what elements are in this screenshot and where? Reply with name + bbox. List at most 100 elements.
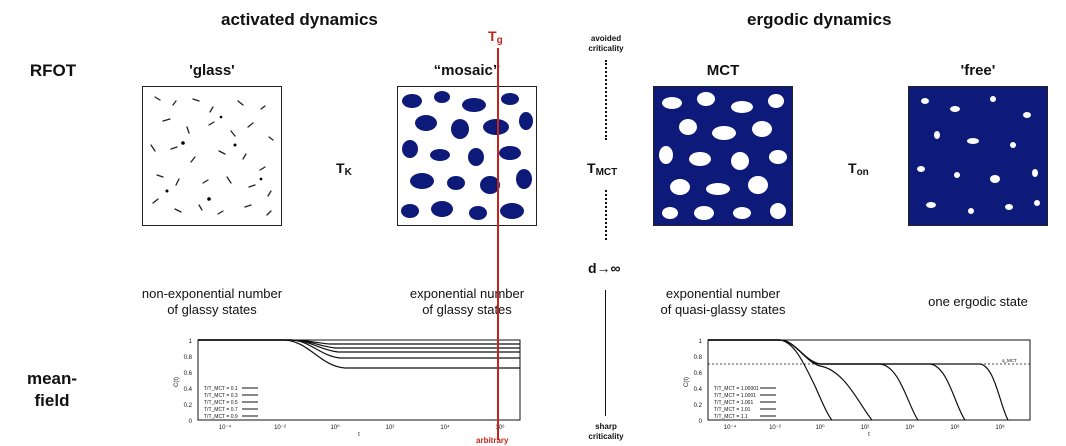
right-curve-5 bbox=[708, 339, 833, 421]
left-xtick-1: 10⁻² bbox=[274, 425, 286, 431]
right-legend-0: T/T_MCT = 1.00001 bbox=[714, 386, 759, 392]
left-legend-4: T/T_MCT = 0.9 bbox=[204, 414, 238, 420]
right-xtick-3: 10² bbox=[861, 425, 870, 431]
d-infinity-label: d→∞ bbox=[588, 260, 621, 276]
sharp-criticality-solid-line bbox=[605, 290, 606, 416]
panel-title-mct: MCT bbox=[706, 62, 740, 79]
left-ytick-3: 0.4 bbox=[184, 387, 193, 393]
mosaic-description-line1: exponential number bbox=[409, 286, 525, 301]
right-ytick-3: 0.4 bbox=[694, 387, 703, 393]
mosaic-description: exponential number of glassy states bbox=[372, 286, 562, 318]
avoided-criticality-dotted-line bbox=[605, 60, 607, 140]
right-ytick-0: 1 bbox=[699, 339, 703, 345]
right-ytick-1: 0.8 bbox=[694, 355, 703, 361]
sharp-line2: criticality bbox=[588, 432, 624, 441]
right-curve-4 bbox=[708, 339, 873, 421]
free-configuration-image bbox=[908, 86, 1048, 226]
tmct-main: T bbox=[587, 160, 596, 176]
left-legend-3: T/T_MCT = 0.7 bbox=[204, 407, 238, 413]
right-legend-4: T/T_MCT = 1.1 bbox=[714, 414, 748, 420]
right-xtick-2: 10⁰ bbox=[815, 424, 825, 431]
left-legend-0: T/T_MCT = 0.1 bbox=[204, 386, 238, 392]
left-ytick-0: 1 bbox=[189, 339, 193, 345]
tg-vertical-line bbox=[497, 48, 499, 440]
left-legend-swatches bbox=[242, 387, 258, 417]
right-xlabel: t bbox=[868, 432, 870, 436]
row-label-rfot: RFOT bbox=[29, 61, 77, 80]
right-xtick-6: 10⁸ bbox=[995, 424, 1005, 431]
glass-description: non-exponential number of glassy states bbox=[117, 286, 307, 318]
panel-title-glass: 'glass' bbox=[189, 62, 235, 79]
right-qmct-label: q_MCT bbox=[1002, 358, 1017, 363]
sharp-line1: sharp bbox=[595, 422, 617, 431]
mosaic-description-line2: of glassy states bbox=[422, 302, 512, 317]
tmct-sub: MCT bbox=[595, 167, 618, 178]
row-label-mean-field: mean- field bbox=[12, 368, 92, 412]
left-curve-1 bbox=[198, 339, 520, 345]
right-ytick-2: 0.6 bbox=[694, 371, 703, 377]
left-legend-2: T/T_MCT = 0.5 bbox=[204, 400, 238, 406]
left-xtick-5: 10⁶ bbox=[495, 424, 505, 431]
avoided-line2: criticality bbox=[588, 44, 624, 53]
mosaic-configuration-image bbox=[397, 86, 537, 226]
free-description-line1: one ergodic state bbox=[928, 294, 1028, 309]
arbitrary-label: arbitrary bbox=[476, 436, 509, 445]
right-legend-3: T/T_MCT = 1.01 bbox=[714, 407, 751, 413]
left-correlation-plot: 1 0.8 0.6 0.4 0.2 0 10⁻⁴ 10⁻² 10⁰ 10² 10… bbox=[174, 339, 521, 436]
row-label-mean-field-line1: mean- bbox=[26, 369, 78, 388]
left-curve-5 bbox=[198, 339, 520, 369]
right-plot-frame bbox=[707, 339, 1031, 421]
tg-label: Tg bbox=[488, 28, 503, 46]
right-ytick-4: 0.2 bbox=[694, 403, 703, 409]
right-xtick-1: 10⁻² bbox=[769, 425, 781, 431]
left-ylabel: C(t) bbox=[174, 377, 180, 387]
left-xtick-0: 10⁻⁴ bbox=[219, 424, 232, 431]
lower-dotted-line bbox=[605, 190, 607, 240]
left-xtick-2: 10⁰ bbox=[330, 424, 340, 431]
mct-configuration-image bbox=[653, 86, 793, 226]
tg-sub: g bbox=[496, 35, 503, 46]
right-legend-2: T/T_MCT = 1.001 bbox=[714, 400, 753, 406]
ton-label: Ton bbox=[848, 160, 869, 178]
left-ytick-1: 0.8 bbox=[184, 355, 193, 361]
tk-sub: K bbox=[344, 167, 352, 178]
left-ytick-2: 0.6 bbox=[184, 371, 193, 377]
mct-description-line1: exponential number bbox=[665, 286, 781, 301]
left-curve-4 bbox=[198, 339, 520, 359]
right-xtick-0: 10⁻⁴ bbox=[724, 424, 737, 431]
left-xtick-4: 10⁴ bbox=[440, 424, 450, 431]
left-plot-frame bbox=[197, 339, 521, 421]
tk-label: TK bbox=[336, 160, 352, 178]
right-xtick-4: 10⁴ bbox=[905, 424, 915, 431]
avoided-criticality-label: avoided criticality bbox=[576, 34, 636, 54]
tk-main: T bbox=[336, 160, 345, 176]
left-legend-1: T/T_MCT = 0.3 bbox=[204, 393, 238, 399]
left-curve-3 bbox=[198, 339, 520, 353]
free-description: one ergodic state bbox=[883, 294, 1066, 310]
mct-description: exponential number of quasi-glassy state… bbox=[628, 286, 818, 318]
sharp-criticality-label: sharp criticality bbox=[576, 422, 636, 442]
header-ergodic-dynamics: ergodic dynamics bbox=[747, 10, 892, 29]
glass-description-line1: non-exponential number bbox=[141, 286, 283, 301]
left-ytick-4: 0.2 bbox=[184, 403, 193, 409]
left-ytick-5: 0 bbox=[189, 419, 193, 425]
tmct-label: TMCT bbox=[587, 160, 617, 178]
right-legend-swatches bbox=[760, 387, 776, 417]
ton-sub: on bbox=[856, 167, 869, 178]
left-xlabel: t bbox=[358, 432, 360, 436]
left-xtick-3: 10² bbox=[386, 425, 395, 431]
right-correlation-plot: 1 0.8 0.6 0.4 0.2 0 10⁻⁴ 10⁻² 10⁰ 10² 10… bbox=[684, 339, 1031, 436]
glass-configuration-image bbox=[142, 86, 282, 226]
panel-title-mosaic: “mosaic” bbox=[433, 62, 501, 79]
mct-description-line2: of quasi-glassy states bbox=[660, 302, 786, 317]
tg-main: T bbox=[488, 28, 497, 44]
right-ytick-5: 0 bbox=[699, 419, 703, 425]
header-activated-dynamics: activated dynamics bbox=[221, 10, 378, 29]
right-legend-1: T/T_MCT = 1.0001 bbox=[714, 393, 756, 399]
right-curve-1 bbox=[708, 339, 1009, 421]
right-xtick-5: 10⁶ bbox=[950, 424, 960, 431]
panel-title-free: 'free' bbox=[960, 62, 996, 79]
ton-main: T bbox=[848, 160, 857, 176]
glass-description-line2: of glassy states bbox=[167, 302, 257, 317]
right-ylabel: C(t) bbox=[684, 377, 690, 387]
